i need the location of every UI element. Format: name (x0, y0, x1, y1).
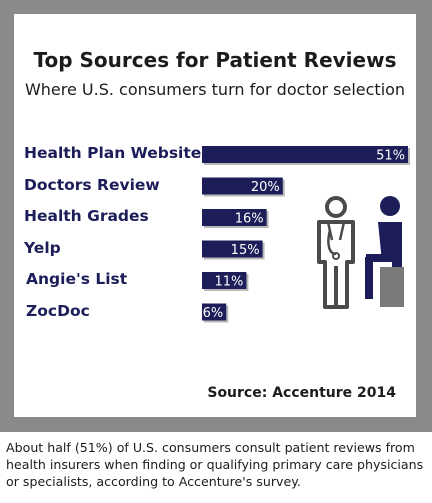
bar-value-label: 11% (215, 275, 244, 290)
bar (202, 146, 408, 163)
doctor-icon (317, 196, 355, 309)
bar (202, 240, 263, 258)
chart-panel: Top Sources for Patient Reviews Where U.… (14, 14, 416, 417)
category-label: Doctors Review (24, 175, 160, 194)
bar-value-label: 6% (203, 306, 224, 321)
chart-subtitle: Where U.S. consumers turn for doctor sel… (24, 80, 406, 99)
chart-source: Source: Accenture 2014 (207, 385, 396, 401)
seated-patient-icon (365, 196, 404, 307)
bar-plot: 51% 20% 16% 15% 11% 6% (202, 146, 410, 323)
bar-value-label: 51% (376, 149, 405, 164)
chart-frame: Top Sources for Patient Reviews Where U.… (0, 0, 432, 432)
figure-caption: About half (51%) of U.S. consumers consu… (6, 440, 424, 489)
bar (202, 177, 283, 195)
category-label: Angie's List (26, 270, 128, 288)
category-label: Health Plan Website (24, 144, 202, 162)
bar (202, 303, 227, 321)
category-label: Health Grades (24, 207, 149, 225)
bar-value-label: 16% (235, 212, 264, 227)
bar-value-label: 15% (231, 243, 260, 258)
bar (202, 209, 267, 226)
bar-value-label: 20% (251, 180, 280, 195)
category-label: ZocDoc (26, 301, 90, 320)
illustration (317, 196, 404, 309)
bar (202, 272, 247, 289)
chart-title: Top Sources for Patient Reviews (33, 48, 397, 72)
category-label: Yelp (24, 238, 61, 257)
